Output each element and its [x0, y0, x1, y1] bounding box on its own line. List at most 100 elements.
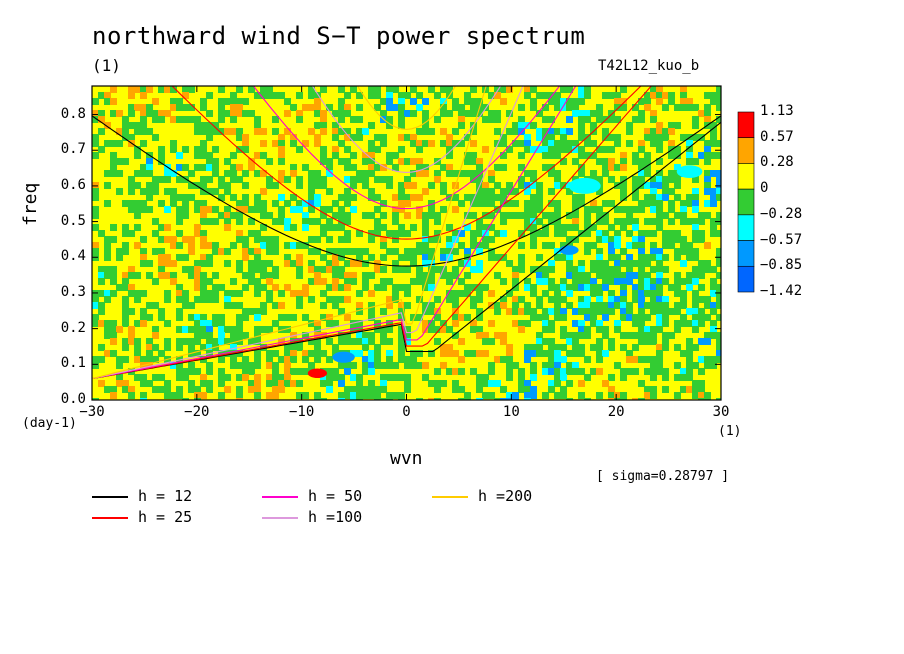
heatmap-cell [680, 320, 687, 327]
heatmap-cell [230, 164, 237, 171]
heatmap-cell [344, 200, 351, 207]
heatmap-cell [446, 146, 453, 153]
heatmap-cell [536, 194, 543, 201]
heatmap-cell [188, 242, 195, 249]
heatmap-cell [668, 284, 675, 291]
heatmap-cell [674, 284, 681, 291]
heatmap-cell [560, 134, 567, 141]
heatmap-cell [242, 374, 249, 381]
heatmap-cell [692, 134, 699, 141]
heatmap-cell [680, 200, 687, 207]
heatmap-cell [308, 320, 315, 327]
heatmap-cell [608, 236, 615, 243]
heatmap-cell [644, 128, 651, 135]
heatmap-cell [296, 296, 303, 303]
heatmap-cell [680, 290, 687, 297]
heatmap-cell [704, 260, 711, 267]
heatmap-cell [620, 344, 627, 351]
heatmap-cell [398, 206, 405, 213]
heatmap-cell [272, 392, 279, 399]
heatmap-cell [716, 296, 721, 303]
heatmap-cell [170, 104, 177, 111]
heatmap-cell [236, 212, 243, 219]
heatmap-cell [242, 140, 249, 147]
heatmap-cell [158, 260, 165, 267]
heatmap-cell [224, 326, 231, 333]
heatmap-cell [524, 302, 531, 309]
heatmap-cell [662, 344, 669, 351]
heatmap-cell [176, 314, 183, 321]
heatmap-cell [398, 338, 405, 345]
heatmap-cell [230, 110, 237, 117]
y-tick-label: 0.8 [60, 105, 86, 122]
heatmap-cell [356, 116, 363, 123]
heatmap-cell [134, 320, 141, 327]
heatmap-cell [362, 158, 369, 165]
heatmap-cell [632, 332, 639, 339]
heatmap-cell [698, 308, 705, 315]
heatmap-cell [314, 92, 321, 99]
colorbar-level-label: −0.85 [760, 257, 803, 274]
heatmap-cell [476, 188, 483, 195]
heatmap-cell [212, 242, 219, 249]
heatmap-cell [146, 260, 153, 267]
heatmap-cell [398, 374, 405, 381]
heatmap-cell [314, 278, 321, 285]
heatmap-cell [206, 176, 213, 183]
heatmap-cell [566, 212, 573, 219]
heatmap-cell [554, 176, 561, 183]
heatmap-cell [470, 302, 477, 309]
heatmap-cell [284, 260, 291, 267]
heatmap-cell [188, 170, 195, 177]
heatmap-cell [422, 170, 429, 177]
heatmap-cell [284, 350, 291, 357]
heatmap-cell [698, 284, 705, 291]
heatmap-cell [626, 308, 633, 315]
heatmap-cell [404, 182, 411, 189]
heatmap-cell [248, 308, 255, 315]
heatmap-cell [596, 272, 603, 279]
heatmap-cell [632, 260, 639, 267]
heatmap-cell [134, 170, 141, 177]
heatmap-cell [488, 176, 495, 183]
heatmap-cell [278, 146, 285, 153]
heatmap-cell [710, 284, 717, 291]
heatmap-cell [494, 194, 501, 201]
heatmap-cell [164, 224, 171, 231]
heatmap-cell [656, 314, 663, 321]
heatmap-cell [320, 398, 327, 400]
heatmap-cell [638, 326, 645, 333]
heatmap-cell [344, 368, 351, 375]
heatmap-cell [656, 158, 663, 165]
heatmap-cell [416, 104, 423, 111]
heatmap-cell [140, 200, 147, 207]
heatmap-cell [446, 242, 453, 249]
heatmap-cell [572, 350, 579, 357]
heatmap-cell [110, 164, 117, 171]
heatmap-cell [212, 272, 219, 279]
heatmap-cell [578, 266, 585, 273]
heatmap-cell [158, 224, 165, 231]
heatmap-cell [434, 218, 441, 225]
heatmap-cell [638, 302, 645, 309]
heatmap-cell [278, 338, 285, 345]
heatmap-cell [632, 398, 639, 400]
heatmap-cell [650, 332, 657, 339]
heatmap-cell [128, 284, 135, 291]
heatmap-cell [374, 134, 381, 141]
heatmap-cell [710, 266, 717, 273]
heatmap-cell [128, 272, 135, 279]
heatmap-cell [404, 230, 411, 237]
heatmap-cell [260, 302, 267, 309]
heatmap-cell [326, 188, 333, 195]
heatmap-cell [404, 92, 411, 99]
heatmap-cell [338, 110, 345, 117]
heatmap-cell [194, 350, 201, 357]
heatmap-cell [542, 266, 549, 273]
heatmap-cell [680, 260, 687, 267]
heatmap-cell [308, 278, 315, 285]
heatmap-cell [410, 98, 417, 105]
x-tick-label: 30 [712, 404, 730, 420]
heatmap-cell [248, 248, 255, 255]
heatmap-cell [368, 350, 375, 357]
